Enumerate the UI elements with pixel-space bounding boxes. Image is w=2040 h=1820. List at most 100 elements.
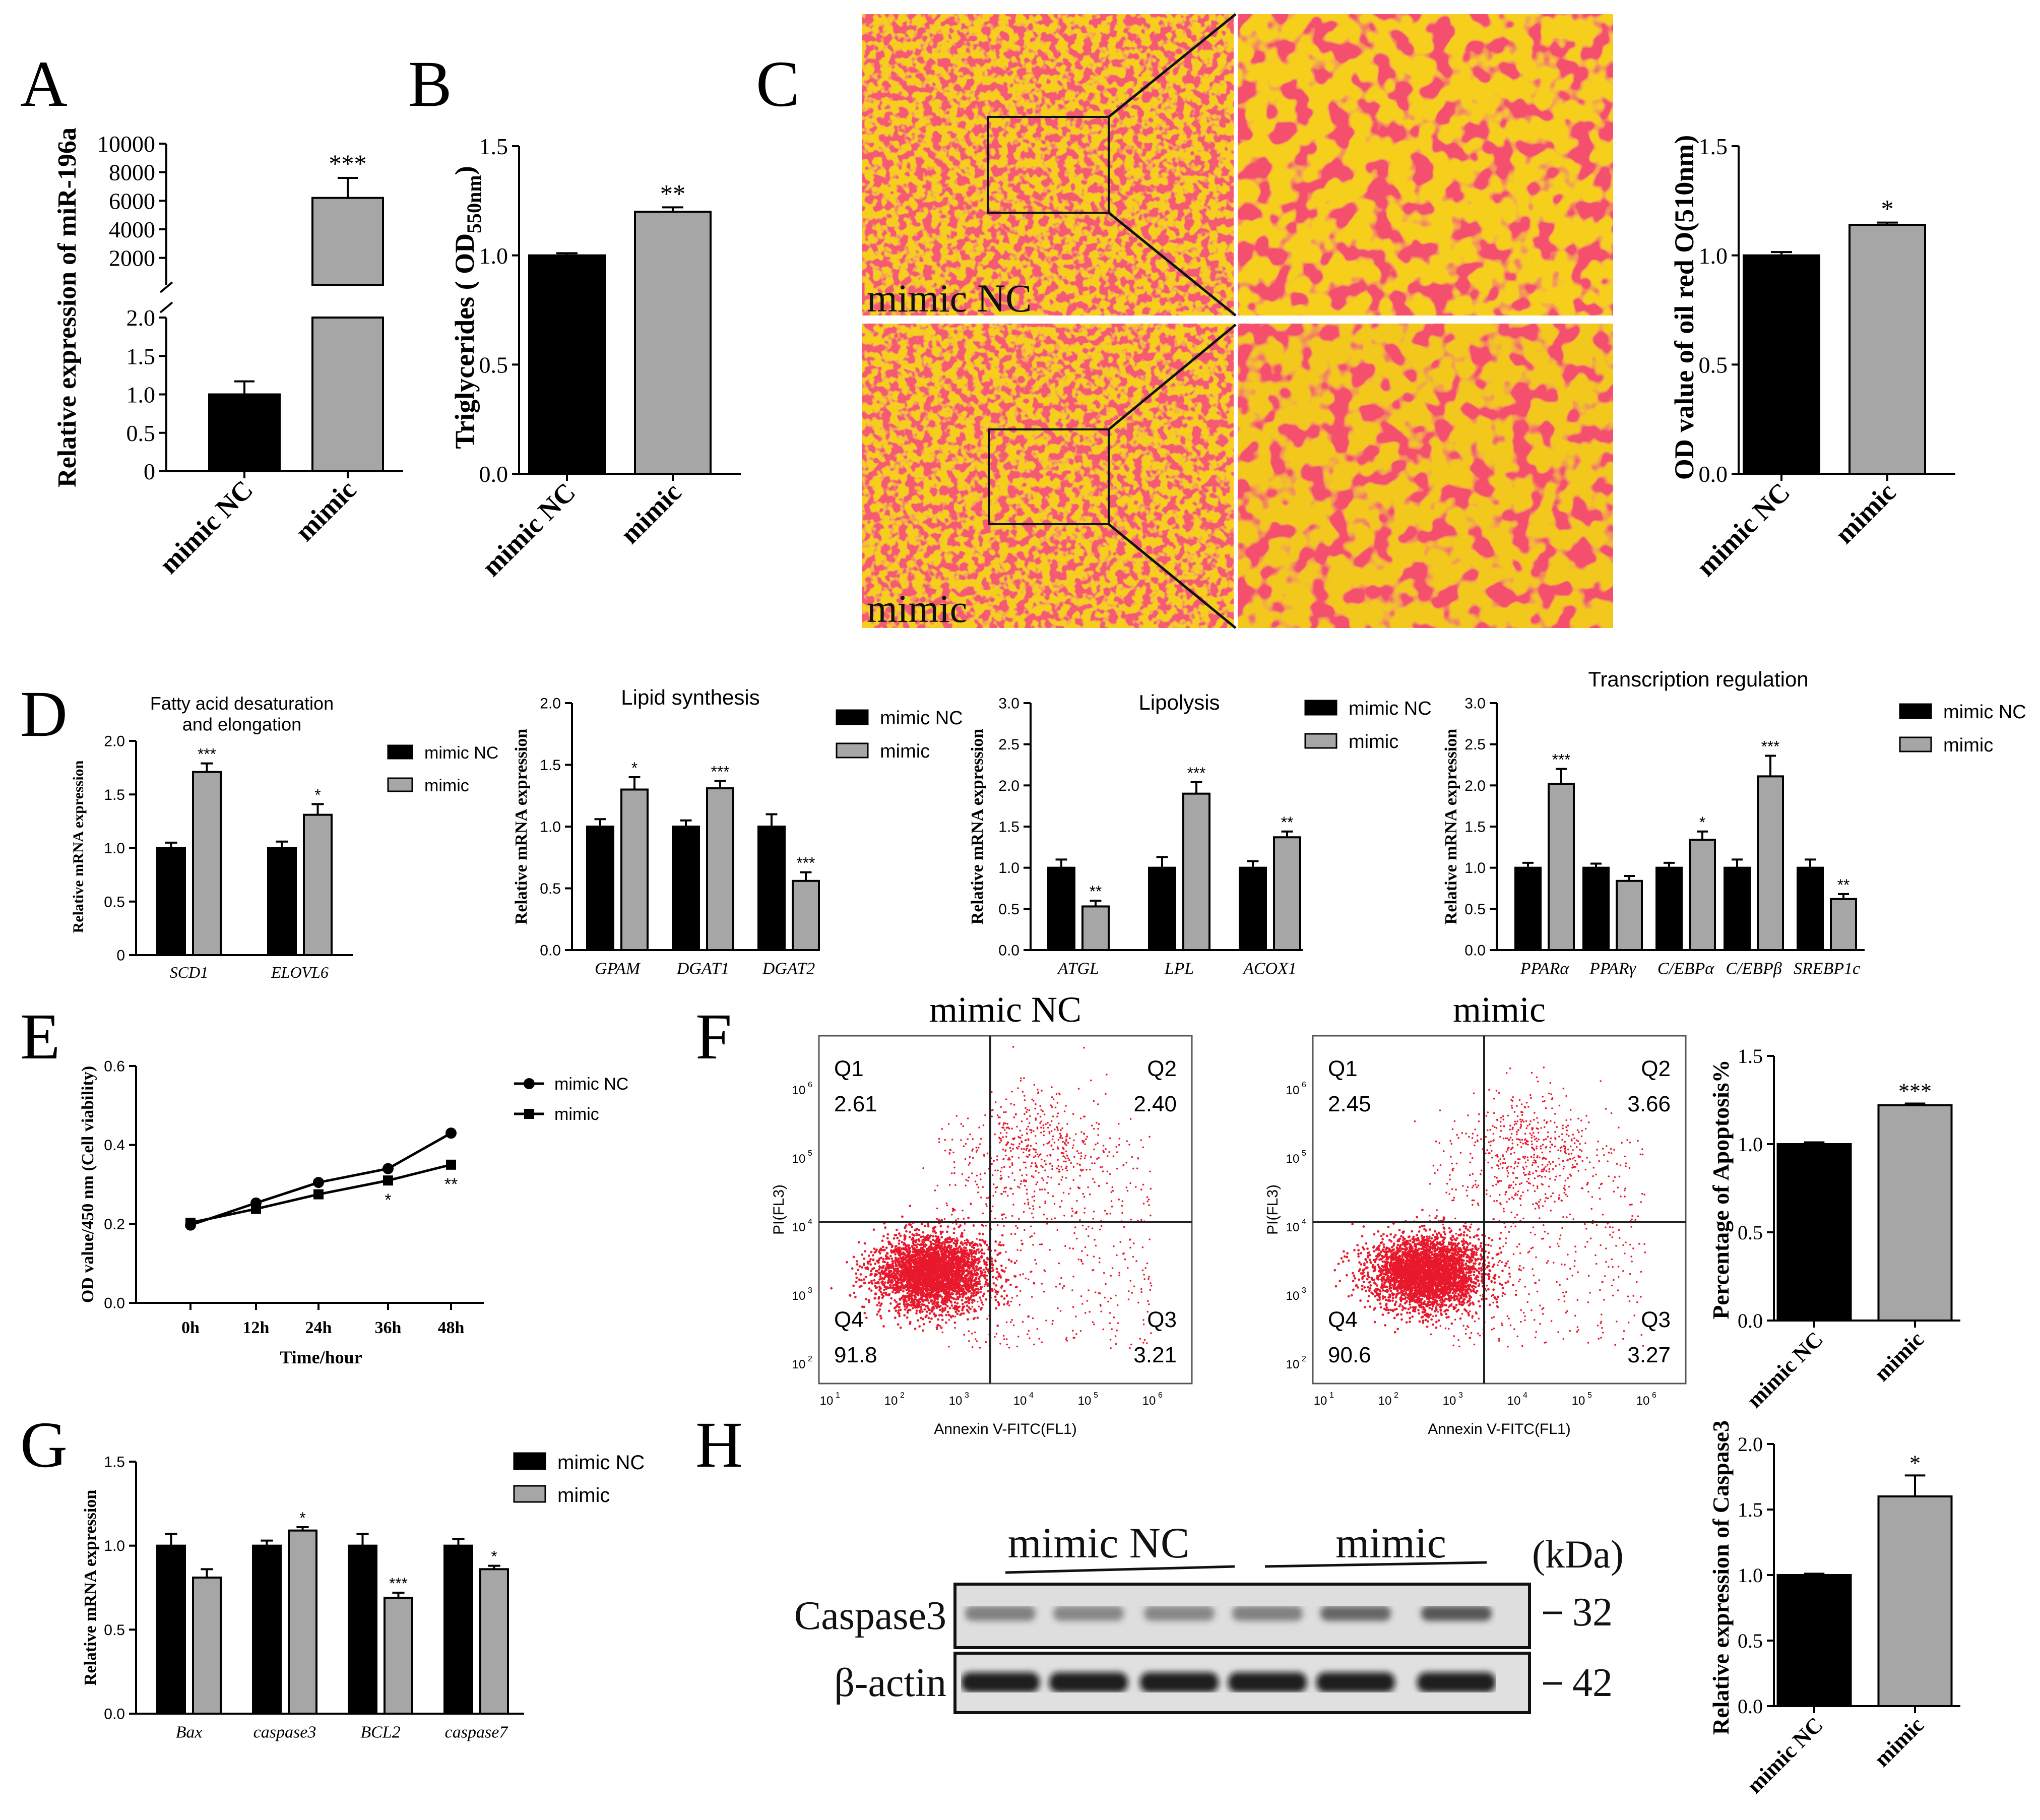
flow-dot — [904, 1300, 907, 1302]
flow-dot — [856, 1263, 859, 1266]
flow-dot — [918, 1301, 921, 1304]
flow-dot — [980, 1197, 982, 1199]
flow-dot — [858, 1265, 861, 1268]
flow-dot — [1103, 1272, 1105, 1274]
flow-dot — [855, 1272, 857, 1275]
flow-dot — [936, 1297, 938, 1300]
bar-mimic-nc — [1724, 866, 1751, 951]
y-tick-exponent: 2 — [808, 1355, 812, 1363]
flow-dot — [915, 1286, 918, 1289]
flow-dot — [958, 1305, 961, 1308]
flow-dot — [976, 1149, 978, 1151]
flow-dot — [973, 1289, 976, 1292]
flow-dot — [983, 1292, 986, 1295]
flow-dot — [938, 1138, 940, 1140]
flow-dot — [979, 1347, 981, 1349]
chart-title: Transcription regulation — [1588, 667, 1808, 691]
bar-mimic-nc — [1582, 866, 1610, 951]
flow-dot — [977, 1281, 979, 1283]
flow-dot — [921, 1248, 924, 1251]
flow-dot — [1096, 1121, 1098, 1124]
bar-mimic-nc — [1776, 1143, 1852, 1322]
flow-dot — [912, 1251, 915, 1254]
flow-dot — [874, 1286, 877, 1289]
bar-mimic-nc — [1148, 866, 1176, 951]
x-tick-label: 10 — [1013, 1394, 1027, 1408]
flow-dot — [994, 1298, 997, 1301]
flow-dot — [1046, 1143, 1048, 1145]
flow-dot — [1019, 1080, 1022, 1082]
legend-swatch — [1304, 733, 1337, 749]
flow-dot — [895, 1291, 898, 1294]
flow-dot — [885, 1269, 888, 1272]
flow-dot — [1102, 1328, 1105, 1331]
flow-dot — [958, 1259, 961, 1262]
flow-dot — [944, 1306, 947, 1309]
flow-dot — [975, 1265, 977, 1268]
flow-dot — [1048, 1141, 1051, 1143]
flow-dot — [1086, 1169, 1088, 1171]
flow-dot — [1010, 1143, 1012, 1145]
flow-dot — [879, 1287, 882, 1290]
flow-dot — [876, 1260, 879, 1263]
flow-dot — [873, 1247, 876, 1250]
flow-dot — [1008, 1157, 1010, 1159]
flow-dot — [1041, 1341, 1043, 1343]
flow-dot — [1035, 1119, 1037, 1121]
flow-dot — [974, 1278, 977, 1281]
flow-dot — [947, 1313, 950, 1316]
flow-dot — [1106, 1170, 1109, 1173]
flow-dot — [1340, 1257, 1343, 1260]
flow-dot — [987, 1248, 990, 1251]
y-tick-label: 0.0 — [998, 943, 1019, 959]
flow-dot — [936, 1276, 939, 1279]
flow-dot — [939, 1273, 942, 1275]
flow-dot — [941, 1251, 944, 1254]
flow-dot — [946, 1230, 948, 1233]
oil-red-micrographs: mimic NC mimic — [859, 13, 1615, 631]
flow-dot — [945, 1286, 948, 1288]
flow-dot — [1060, 1135, 1062, 1137]
flow-dot — [898, 1239, 901, 1242]
flow-dot — [1061, 1127, 1063, 1129]
flow-dot — [876, 1313, 879, 1316]
flow-dot — [1061, 1287, 1064, 1289]
flow-dot — [1015, 1286, 1018, 1288]
flow-dot — [938, 1247, 941, 1250]
flow-dot — [1099, 1228, 1101, 1231]
flow-dot — [952, 1232, 955, 1235]
flow-dot — [953, 1259, 955, 1262]
flow-dot — [1012, 1324, 1015, 1327]
flow-dot — [1088, 1289, 1090, 1291]
flow-dot — [1027, 1145, 1029, 1147]
flow-dot — [953, 1321, 957, 1324]
flow-dot — [906, 1275, 909, 1278]
flow-dot — [1045, 1163, 1047, 1165]
flow-dot — [943, 1218, 946, 1220]
flow-dot — [1083, 1212, 1086, 1214]
flow-dot — [887, 1275, 890, 1277]
flow-dot — [1080, 1259, 1082, 1261]
flow-dot — [1042, 1179, 1045, 1181]
flow-dot — [961, 1307, 964, 1310]
flow-dot — [891, 1262, 894, 1265]
flow-dot — [904, 1235, 907, 1238]
flow-dot — [947, 1268, 950, 1271]
flow-dot — [1023, 1095, 1026, 1097]
flow-dot — [1056, 1146, 1059, 1148]
flow-dot — [1021, 1148, 1023, 1150]
flow-dot — [1025, 1180, 1027, 1183]
bar-mimic — [706, 787, 734, 952]
flow-dot — [947, 1241, 950, 1243]
flow-dot — [1028, 1122, 1031, 1124]
flow-dot — [909, 1247, 911, 1250]
flow-dot — [959, 1263, 961, 1266]
flow-dot — [1026, 1148, 1028, 1150]
flow-dot — [958, 1267, 961, 1270]
flow-dot — [1081, 1140, 1083, 1142]
flow-dot — [905, 1284, 908, 1287]
flow-dot — [1093, 1100, 1095, 1102]
flow-dot — [1043, 1269, 1046, 1271]
flow-dot — [963, 1334, 965, 1336]
